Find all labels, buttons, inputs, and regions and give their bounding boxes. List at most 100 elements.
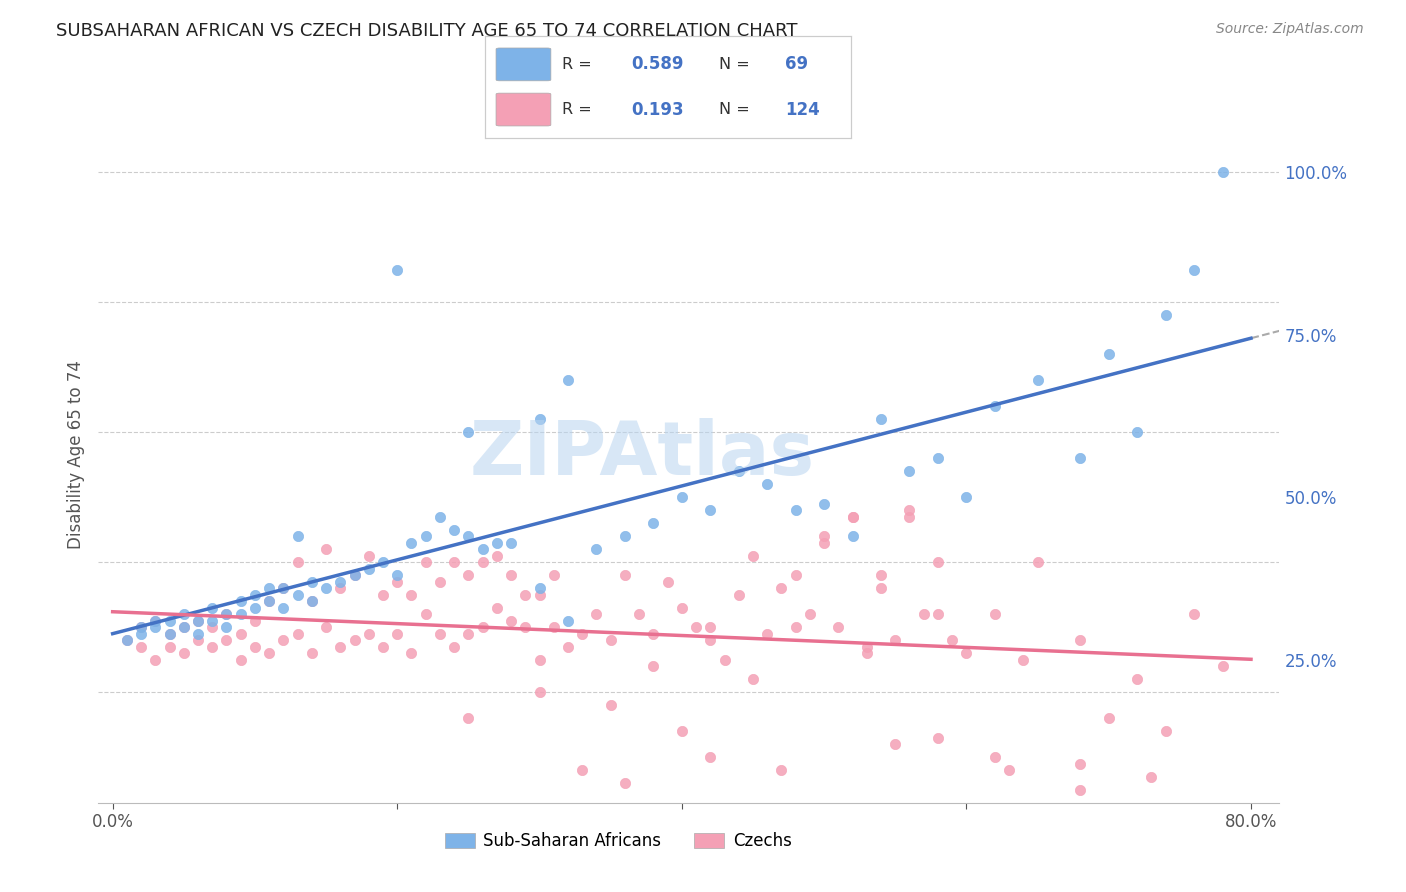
Point (187, 626, 209, 640)
Point (471, 542, 494, 557)
Point (371, 588, 394, 602)
Point (585, 542, 607, 557)
Point (1126, 672, 1149, 686)
Text: 69: 69 (785, 55, 808, 73)
Point (529, 685, 551, 699)
Point (415, 529, 437, 543)
Point (173, 646, 195, 660)
Point (529, 581, 551, 595)
Point (785, 620, 807, 634)
Point (1098, 711, 1121, 725)
Point (699, 620, 721, 634)
Point (543, 568, 565, 582)
Point (742, 672, 765, 686)
Point (1026, 373, 1049, 387)
Point (1126, 425, 1149, 439)
Point (257, 594, 280, 608)
Point (143, 614, 166, 628)
Point (471, 555, 494, 569)
Point (329, 574, 352, 589)
Point (699, 633, 721, 648)
Point (713, 653, 735, 667)
Y-axis label: Disability Age 65 to 74: Disability Age 65 to 74 (66, 360, 84, 549)
Point (884, 633, 907, 648)
Point (1026, 555, 1049, 569)
Point (756, 626, 779, 640)
Point (429, 509, 451, 524)
Point (357, 562, 380, 576)
Point (515, 620, 537, 634)
Point (301, 574, 323, 589)
Text: N =: N = (718, 102, 755, 117)
Point (1012, 653, 1035, 667)
Point (557, 373, 579, 387)
Point (287, 626, 309, 640)
Point (485, 549, 508, 563)
Point (215, 607, 238, 622)
Point (287, 529, 309, 543)
Point (841, 509, 863, 524)
Point (401, 646, 423, 660)
Point (159, 626, 181, 640)
Point (571, 764, 593, 778)
Point (685, 620, 707, 634)
Point (613, 568, 636, 582)
Point (529, 412, 551, 426)
Point (159, 614, 181, 628)
Point (742, 549, 765, 563)
Text: 0.193: 0.193 (631, 101, 683, 119)
Point (785, 568, 807, 582)
Point (301, 594, 323, 608)
Text: Source: ZipAtlas.com: Source: ZipAtlas.com (1216, 22, 1364, 37)
Point (770, 764, 793, 778)
Point (343, 568, 366, 582)
Point (1154, 308, 1177, 322)
Point (357, 626, 380, 640)
Text: 0.589: 0.589 (631, 55, 683, 73)
Point (813, 529, 835, 543)
Point (301, 594, 323, 608)
Point (243, 640, 266, 654)
Point (187, 614, 209, 628)
Point (756, 477, 779, 491)
Point (173, 620, 195, 634)
Point (401, 588, 423, 602)
Point (243, 614, 266, 628)
Point (727, 464, 749, 478)
Point (287, 588, 309, 602)
Point (485, 535, 508, 549)
Point (699, 503, 721, 517)
Point (515, 588, 537, 602)
Point (884, 737, 907, 751)
Point (856, 646, 879, 660)
Text: N =: N = (718, 57, 755, 72)
Point (841, 509, 863, 524)
Point (129, 626, 152, 640)
Point (187, 614, 209, 628)
Point (898, 464, 921, 478)
Point (657, 574, 679, 589)
Point (927, 607, 949, 622)
Point (529, 653, 551, 667)
Point (912, 607, 935, 622)
Point (201, 620, 224, 634)
Point (599, 633, 621, 648)
Point (415, 607, 437, 622)
Point (1212, 659, 1234, 673)
Point (173, 620, 195, 634)
Point (371, 555, 394, 569)
Point (813, 497, 835, 511)
Point (315, 620, 337, 634)
Point (984, 399, 1007, 413)
Point (215, 620, 238, 634)
Point (613, 529, 636, 543)
Point (343, 568, 366, 582)
Point (115, 633, 138, 648)
Point (243, 600, 266, 615)
Point (927, 555, 949, 569)
Point (543, 620, 565, 634)
Text: 124: 124 (785, 101, 820, 119)
Point (301, 646, 323, 660)
Point (329, 581, 352, 595)
Point (585, 607, 607, 622)
